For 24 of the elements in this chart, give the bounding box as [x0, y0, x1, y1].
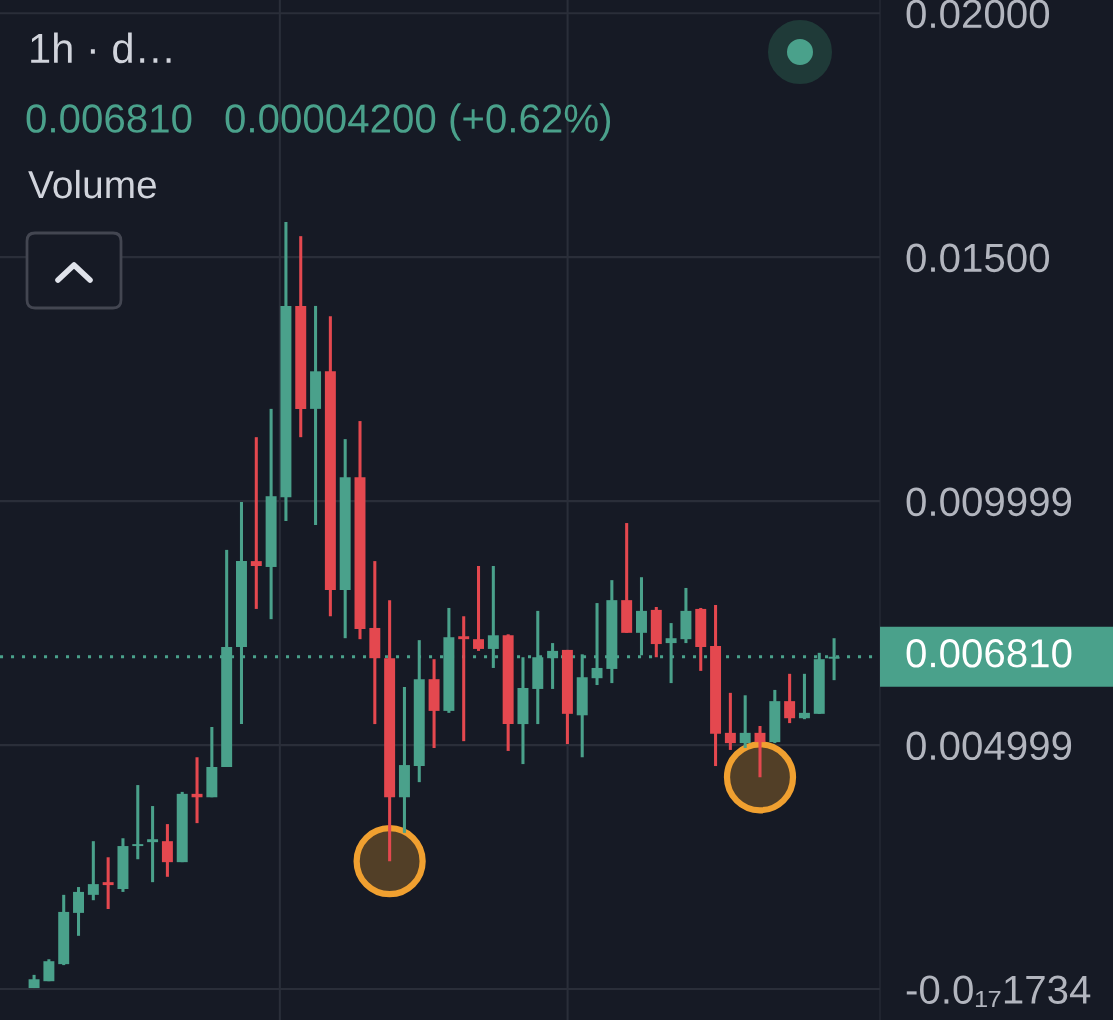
y-tick-label: -0.0₁₇1734	[906, 975, 1091, 1008]
y-tick-label: 0.02000	[906, 0, 1050, 29]
annotation: 0.00004200 (+0.62%)	[225, 103, 611, 141]
candlestick	[547, 643, 559, 689]
y-tick-label: 0.009999	[906, 487, 1072, 517]
candlestick	[73, 887, 84, 936]
candlestick	[798, 672, 810, 721]
candlestick	[87, 841, 99, 902]
candlestick	[458, 616, 470, 743]
candlestick	[739, 695, 751, 748]
candlestick	[161, 824, 173, 877]
candlestick	[473, 565, 484, 651]
ref-line-label: 0.006810	[906, 639, 1072, 668]
annotation: Volume	[28, 169, 156, 199]
candlestick	[724, 691, 736, 750]
y-tick-label: 0.01500	[906, 243, 1050, 273]
candlestick	[784, 672, 796, 725]
text: 1h · d…	[31, 32, 171, 64]
y-tick-label: 0.004999	[906, 731, 1072, 761]
candlestick	[147, 806, 159, 884]
annotation: 0.006810	[26, 104, 192, 133]
candlestick	[132, 785, 144, 861]
candlestick	[250, 437, 262, 609]
candlestick	[102, 857, 114, 909]
